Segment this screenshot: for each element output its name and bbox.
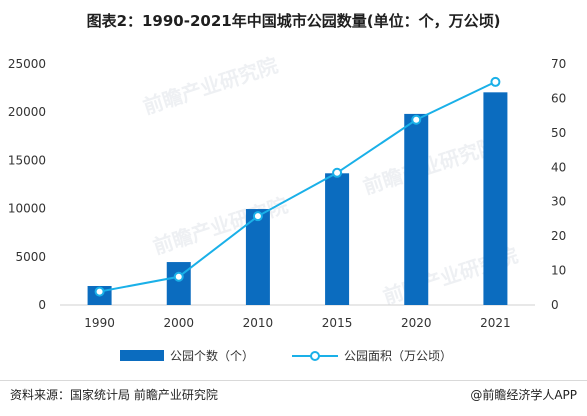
left-tick-label-1: 5000 bbox=[15, 250, 46, 264]
source-text: 资料来源：国家统计局 前瞻产业研究院 bbox=[10, 388, 218, 402]
left-tick-label-3: 15000 bbox=[8, 153, 46, 167]
area-line bbox=[99, 81, 496, 293]
legend-bar-label: 公园个数（个） bbox=[170, 348, 254, 363]
x-tick-label-2020: 2020 bbox=[401, 316, 432, 330]
line-point-2015 bbox=[332, 167, 343, 178]
left-tick-label-0: 0 bbox=[38, 298, 46, 312]
right-tick-label-3: 30 bbox=[551, 195, 566, 209]
legend-bar-swatch bbox=[120, 350, 164, 361]
bar-2021 bbox=[483, 92, 508, 305]
x-axis-labels: 1990 2000 2010 2015 2020 2021 bbox=[84, 316, 510, 330]
right-tick-label-5: 50 bbox=[551, 126, 566, 140]
right-tick-label-2: 20 bbox=[551, 229, 566, 243]
right-tick-label-4: 40 bbox=[551, 160, 566, 174]
bar-2015 bbox=[325, 173, 350, 305]
line-point-2020 bbox=[411, 114, 422, 125]
left-y-axis: 0 5000 10000 15000 20000 25000 bbox=[8, 57, 46, 312]
line-point-2000 bbox=[173, 271, 184, 282]
brand-text: @前瞻经济学人APP bbox=[470, 388, 577, 402]
legend-line-marker bbox=[310, 351, 320, 361]
x-tick-label-1990: 1990 bbox=[84, 316, 115, 330]
x-tick-label-2000: 2000 bbox=[163, 316, 194, 330]
chart-title: 图表2：1990-2021年中国城市公园数量(单位：个，万公顷) bbox=[86, 12, 501, 30]
legend: 公园个数（个） 公园面积（万公顷） bbox=[120, 348, 452, 363]
footer-divider bbox=[0, 380, 587, 381]
legend-line-label: 公园面积（万公顷） bbox=[344, 349, 452, 363]
combo-chart: 0 5000 10000 15000 20000 25000 0 10 20 30 40 50 60 7… bbox=[8, 57, 566, 363]
x-tick-label-2015: 2015 bbox=[322, 316, 353, 330]
line-series bbox=[94, 76, 501, 297]
bar-2010 bbox=[245, 209, 270, 305]
x-tick-label-2021: 2021 bbox=[480, 316, 511, 330]
line-point-1990 bbox=[94, 286, 105, 297]
right-y-axis: 0 10 20 30 40 50 60 70 bbox=[551, 57, 566, 312]
bar-2000 bbox=[166, 262, 191, 305]
bar-2020 bbox=[404, 113, 429, 305]
line-point-2010 bbox=[252, 211, 263, 222]
right-tick-label-0: 0 bbox=[551, 298, 559, 312]
left-tick-label-4: 20000 bbox=[8, 105, 46, 119]
right-tick-label-6: 60 bbox=[551, 91, 566, 105]
left-tick-label-5: 25000 bbox=[8, 57, 46, 71]
right-tick-label-7: 70 bbox=[551, 57, 566, 71]
right-tick-label-1: 10 bbox=[551, 264, 566, 278]
left-tick-label-2: 10000 bbox=[8, 202, 46, 216]
bar-series bbox=[87, 92, 508, 305]
x-tick-label-2010: 2010 bbox=[243, 316, 274, 330]
line-point-2021 bbox=[490, 76, 501, 87]
